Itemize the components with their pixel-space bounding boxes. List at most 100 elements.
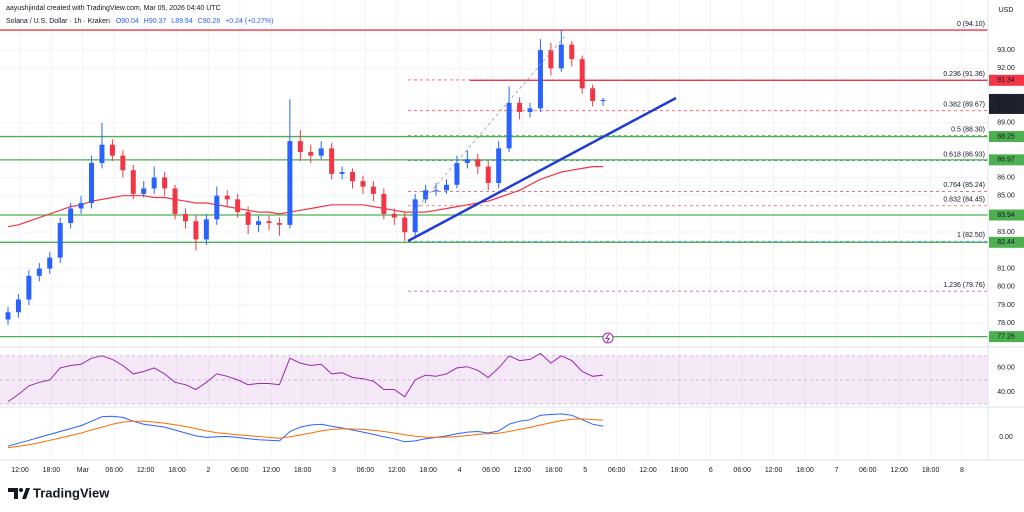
candle-body: [590, 88, 596, 102]
x-tick-label: 18:00: [168, 467, 186, 474]
moving-average: [7, 166, 604, 228]
candle-body: [182, 213, 188, 222]
price-badge-label: 83.94: [997, 212, 1015, 219]
fib-label: 0.236 (91.36): [943, 71, 985, 78]
x-tick-label: 18:00: [294, 467, 312, 474]
axes: 12:00 18:00 Mar 06:00 12:00 18:00 2 06:00 12:00 1…: [11, 47, 1024, 474]
x-tick-label: 12:00: [137, 467, 155, 474]
symbol: Solana / U.S. Dollar · 1h · Kraken: [6, 18, 110, 25]
legend-line: Solana / U.S. Dollar · 1h · Kraken O90.0…: [6, 18, 273, 25]
candle-body: [276, 223, 282, 225]
last-price-label: 90.26: [997, 97, 1015, 104]
candle-body: [339, 172, 345, 174]
candle-body: [381, 193, 387, 214]
candle-body: [5, 312, 11, 320]
candle-body: [151, 177, 157, 189]
rsi-tick-label: 60.00: [997, 365, 1015, 372]
candle-body: [423, 190, 429, 200]
x-tick-label: 18:00: [43, 467, 61, 474]
price-badge-label: 86.97: [997, 157, 1015, 164]
candle-body: [527, 108, 533, 112]
x-tick-label: Mar: [77, 467, 90, 474]
price-badge: [989, 154, 1024, 166]
candle-body: [141, 188, 147, 194]
y-tick-label: 92.00: [997, 65, 1015, 72]
grid: [0, 0, 988, 460]
event-bolt: [605, 333, 610, 343]
x-tick-label: 12:00: [890, 467, 908, 474]
x-tick-label: 12:00: [388, 467, 406, 474]
candle-body: [558, 44, 564, 69]
x-tick-label: 18:00: [922, 467, 940, 474]
candle-body: [350, 172, 356, 182]
candle-body: [203, 219, 209, 240]
candle-body: [287, 141, 293, 225]
candle-body: [433, 190, 439, 192]
y-tick-label: 83.00: [997, 229, 1015, 236]
x-tick-label: 12:00: [639, 467, 657, 474]
x-tick-label: 06:00: [357, 467, 375, 474]
y-tick-label: 85.00: [997, 193, 1015, 200]
candle-body: [548, 50, 554, 69]
x-tick-label: 12:00: [765, 467, 783, 474]
credit: aayushjindal created with TradingView.co…: [6, 5, 221, 12]
x-tick-label: 3: [332, 467, 336, 474]
x-tick-label: 12:00: [514, 467, 532, 474]
candle-body: [600, 99, 606, 102]
x-tick-label: 4: [458, 467, 462, 474]
candle-body: [517, 102, 523, 112]
candle-body: [130, 170, 136, 194]
fib-label: 0.5 (88.30): [951, 126, 985, 133]
candle-body: [224, 195, 230, 200]
candle-body: [475, 159, 481, 167]
candle-body: [318, 148, 324, 156]
y-tick-label: 78.00: [997, 320, 1015, 327]
candle-body: [78, 202, 84, 209]
candle-body: [370, 186, 376, 194]
x-tick-label: 7: [834, 467, 838, 474]
x-tick-label: 8: [960, 467, 964, 474]
x-tick-label: 12:00: [262, 467, 280, 474]
x-tick-label: 18:00: [671, 467, 689, 474]
y-tick-label: 89.00: [997, 120, 1015, 127]
candle-body: [120, 155, 126, 171]
ohlc-close: C90.26: [198, 18, 221, 25]
candle-body: [26, 275, 32, 300]
ohlc-change: +0.24 (+0.27%): [225, 18, 273, 25]
candle-body: [412, 199, 418, 233]
candle-body: [308, 152, 314, 156]
logo: TradingView: [8, 485, 110, 500]
price-badge: [989, 209, 1024, 221]
price-badge: [989, 131, 1024, 143]
x-tick-label: 06:00: [608, 467, 626, 474]
y-tick-label: 80.00: [997, 284, 1015, 291]
candle-body: [266, 221, 272, 224]
candle-body: [245, 212, 251, 225]
price-badge-label: 91.34: [997, 77, 1015, 84]
rsi-line: [7, 352, 604, 403]
price-badge-label: 82.44: [997, 239, 1015, 246]
x-tick-label: 12:00: [11, 467, 29, 474]
fib-label: 0.618 (86.93): [943, 151, 985, 158]
price-badge: [989, 331, 1024, 343]
fib-label: 0.764 (85.24): [943, 182, 985, 189]
candle-body: [443, 184, 449, 191]
price-badge-label: 88.25: [997, 133, 1015, 140]
candle-body: [172, 188, 178, 214]
y-tick-label: 93.00: [997, 47, 1015, 54]
price-badge-label: 77.26: [997, 333, 1015, 340]
x-tick-label: 5: [583, 467, 587, 474]
candle-body: [297, 141, 303, 153]
candle-body: [391, 213, 397, 218]
candle-body: [496, 148, 502, 183]
candle-body: [454, 162, 460, 185]
candle-body: [99, 144, 105, 163]
ohlc-low: L89.94: [171, 18, 193, 25]
fib-label: 0.832 (84.45): [943, 197, 985, 204]
y-tick-label: 81.00: [997, 265, 1015, 272]
macd-line: [7, 413, 604, 447]
fib-label: 1.236 (79.76): [943, 282, 985, 289]
macd-line: [7, 418, 604, 449]
candle-body: [162, 177, 168, 189]
